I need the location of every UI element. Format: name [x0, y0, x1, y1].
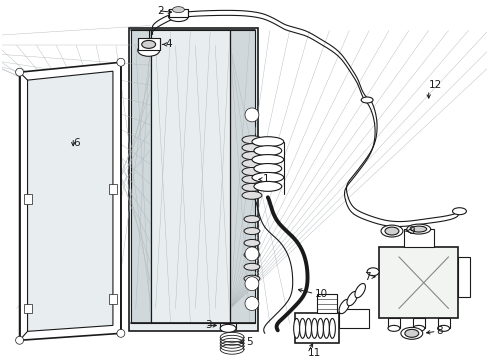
- Ellipse shape: [311, 319, 317, 338]
- Bar: [168, 9, 188, 17]
- Bar: [412, 319, 424, 328]
- Bar: [23, 194, 31, 204]
- Ellipse shape: [346, 291, 357, 306]
- Ellipse shape: [251, 154, 283, 165]
- Ellipse shape: [253, 146, 281, 156]
- Ellipse shape: [138, 44, 159, 56]
- Bar: [294, 314, 339, 343]
- Text: 11: 11: [307, 348, 320, 358]
- Circle shape: [117, 58, 124, 66]
- Ellipse shape: [142, 40, 155, 48]
- Ellipse shape: [244, 216, 259, 222]
- Text: 8: 8: [436, 327, 442, 336]
- Bar: [138, 39, 159, 50]
- Text: 3: 3: [205, 320, 211, 330]
- Circle shape: [244, 108, 258, 122]
- Bar: [387, 319, 399, 328]
- Circle shape: [244, 247, 258, 261]
- Ellipse shape: [168, 12, 188, 22]
- Text: 4: 4: [165, 39, 172, 49]
- Ellipse shape: [172, 6, 184, 13]
- Polygon shape: [27, 71, 113, 331]
- Ellipse shape: [299, 319, 305, 338]
- Ellipse shape: [354, 283, 365, 298]
- Polygon shape: [230, 31, 254, 323]
- Ellipse shape: [400, 327, 422, 339]
- Text: 9: 9: [408, 226, 415, 236]
- Ellipse shape: [406, 224, 430, 234]
- Bar: [458, 257, 469, 297]
- Polygon shape: [131, 31, 150, 323]
- Ellipse shape: [361, 97, 372, 103]
- Ellipse shape: [437, 325, 448, 331]
- Bar: [378, 247, 458, 319]
- Ellipse shape: [380, 225, 402, 237]
- Ellipse shape: [404, 329, 418, 337]
- Bar: [128, 28, 257, 331]
- Text: 6: 6: [73, 138, 80, 148]
- Circle shape: [117, 329, 124, 337]
- Ellipse shape: [242, 159, 262, 167]
- Bar: [109, 184, 117, 194]
- Bar: [437, 319, 448, 328]
- Ellipse shape: [242, 136, 262, 144]
- Bar: [403, 229, 433, 247]
- Ellipse shape: [329, 319, 335, 338]
- Ellipse shape: [387, 325, 399, 331]
- Ellipse shape: [242, 192, 262, 199]
- Text: 7: 7: [364, 272, 370, 282]
- Ellipse shape: [384, 227, 398, 235]
- Ellipse shape: [305, 319, 311, 338]
- Ellipse shape: [251, 172, 283, 183]
- Bar: [150, 31, 230, 323]
- Ellipse shape: [251, 137, 283, 147]
- Text: 12: 12: [428, 80, 441, 90]
- Circle shape: [16, 68, 23, 76]
- Ellipse shape: [366, 268, 378, 276]
- Ellipse shape: [242, 167, 262, 175]
- Text: 10: 10: [314, 289, 327, 298]
- Ellipse shape: [317, 319, 323, 338]
- Ellipse shape: [253, 163, 281, 174]
- Ellipse shape: [338, 300, 349, 314]
- Text: 5: 5: [245, 337, 252, 347]
- Circle shape: [244, 277, 258, 291]
- Circle shape: [16, 336, 23, 344]
- Ellipse shape: [244, 239, 259, 247]
- Ellipse shape: [242, 175, 262, 183]
- Ellipse shape: [410, 226, 426, 232]
- Bar: [339, 309, 368, 328]
- Ellipse shape: [242, 152, 262, 159]
- Ellipse shape: [293, 319, 299, 338]
- Bar: [109, 294, 117, 303]
- Text: 1: 1: [263, 175, 269, 184]
- Ellipse shape: [323, 319, 329, 338]
- Ellipse shape: [244, 263, 259, 270]
- Polygon shape: [20, 62, 121, 340]
- Ellipse shape: [244, 251, 259, 258]
- Text: 2: 2: [157, 6, 164, 15]
- Ellipse shape: [244, 228, 259, 234]
- Bar: [317, 294, 337, 314]
- Ellipse shape: [242, 183, 262, 192]
- Circle shape: [244, 297, 258, 310]
- Bar: [23, 303, 31, 314]
- Bar: [220, 323, 236, 329]
- Ellipse shape: [242, 144, 262, 152]
- Ellipse shape: [244, 275, 259, 282]
- Ellipse shape: [253, 181, 281, 192]
- Ellipse shape: [412, 325, 424, 331]
- Ellipse shape: [220, 324, 236, 332]
- Ellipse shape: [451, 208, 466, 215]
